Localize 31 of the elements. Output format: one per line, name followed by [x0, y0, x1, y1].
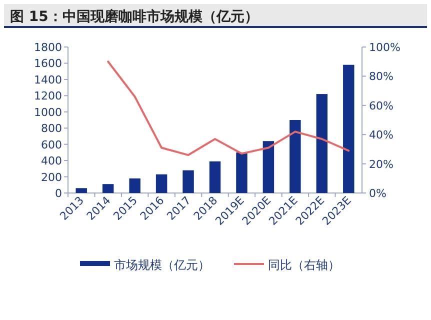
bar [129, 178, 140, 193]
bar [343, 64, 354, 193]
bar [316, 94, 328, 193]
y-tick-label: 1600 [34, 57, 62, 70]
y-tick-label: 200 [41, 170, 62, 184]
chart-title: 图 15：中国现磨咖啡市场规模（亿元） [10, 8, 258, 25]
y-tick-label: 1400 [34, 73, 62, 86]
legend-label: 同比（右轴） [268, 258, 340, 272]
y2-tick-label: 80% [369, 70, 394, 84]
y2-tick-label: 100% [369, 41, 400, 54]
bar [76, 188, 87, 193]
bar [290, 120, 301, 193]
bar [236, 152, 248, 193]
y2-tick-label: 20% [369, 158, 394, 171]
y-tick-label: 800 [41, 122, 62, 136]
y-tick-label: 400 [41, 154, 62, 168]
y-tick-label: 1200 [34, 90, 62, 103]
y2-tick-label: 0% [369, 187, 386, 200]
y-tick-label: 0 [55, 187, 62, 200]
line-series [107, 60, 350, 156]
bar [262, 141, 274, 193]
y2-tick-label: 40% [369, 128, 394, 142]
y-tick-label: 1000 [34, 106, 62, 119]
bar [102, 184, 114, 193]
y-tick-label: 1800 [34, 41, 62, 54]
y2-tick-label: 60% [369, 99, 394, 112]
bar [209, 161, 221, 193]
bar [182, 170, 194, 193]
bar [156, 174, 168, 193]
y-tick-label: 600 [41, 138, 62, 152]
legend-label: 市场规模（亿元） [114, 258, 210, 272]
